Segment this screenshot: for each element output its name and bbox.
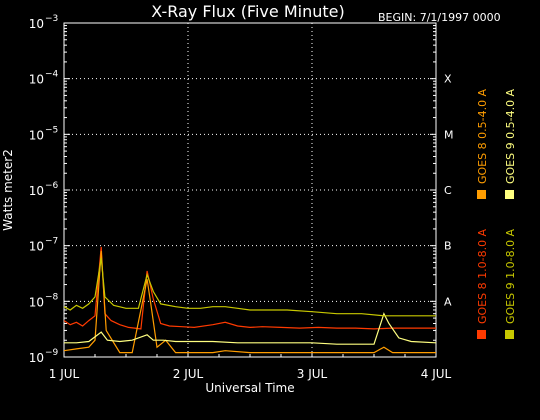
flare-class-label: A xyxy=(444,295,452,308)
x-axis-ticks: 1 JUL 2 JUL 3 JUL 4 JUL xyxy=(49,351,452,381)
legend-swatch xyxy=(477,190,486,199)
y-tick-exponent: −9 xyxy=(45,348,59,358)
y-tick-label: 10 xyxy=(29,184,44,198)
flare-class-label: B xyxy=(444,240,452,253)
y-tick-exponent: −8 xyxy=(45,292,59,302)
y-tick-exponent: −7 xyxy=(45,237,58,247)
flare-class-label: C xyxy=(444,184,452,197)
y-tick-label: 10 xyxy=(29,73,44,87)
x-tick-label: 3 JUL xyxy=(297,367,328,381)
y-tick-exponent: −6 xyxy=(45,181,59,191)
y-tick-label: 10 xyxy=(29,17,44,31)
series-line xyxy=(63,251,436,354)
x-tick-label: 2 JUL xyxy=(173,367,204,381)
y-tick-label: 10 xyxy=(29,240,44,254)
y-tick-label: 10 xyxy=(29,295,44,309)
legend-swatch xyxy=(477,330,486,339)
y-tick-label: 10 xyxy=(29,128,44,142)
data-series xyxy=(63,246,437,354)
legend-swatch xyxy=(505,190,514,199)
x-axis-label: Universal Time xyxy=(205,381,294,395)
flare-class-label: M xyxy=(444,128,454,141)
begin-label: BEGIN: 7/1/1997 0000 xyxy=(378,11,501,24)
y-axis-ticks: 10−910−810−710−610−510−410−3 xyxy=(29,14,436,365)
chart-title: X-Ray Flux (Five Minute) xyxy=(151,2,344,21)
legend-entry: GOES 8 0.5-4.0 A xyxy=(476,88,489,184)
legend-entry: GOES 8 1.0-8.0 A xyxy=(476,228,489,324)
y-tick-exponent: −4 xyxy=(45,70,59,80)
series-line xyxy=(63,257,436,317)
flare-class-labels: X M C B A xyxy=(444,73,454,309)
legend-entry: GOES 9 0.5-4.0 A xyxy=(504,88,517,184)
x-tick-label: 1 JUL xyxy=(49,367,80,381)
y-tick-label: 10 xyxy=(29,351,44,365)
x-tick-label: 4 JUL xyxy=(421,367,452,381)
series-line xyxy=(63,246,436,330)
y-axis-label: Watts meter2 xyxy=(1,149,15,231)
y-tick-exponent: −5 xyxy=(45,125,58,135)
legend-swatch xyxy=(505,330,514,339)
series-line xyxy=(64,312,437,345)
flare-class-label: X xyxy=(444,73,452,86)
legend: GOES 8 1.0-8.0 A GOES 8 0.5-4.0 A GOES 9 1… xyxy=(476,88,517,339)
legend-entry: GOES 9 1.0-8.0 A xyxy=(504,228,517,324)
y-tick-exponent: −3 xyxy=(45,14,58,24)
